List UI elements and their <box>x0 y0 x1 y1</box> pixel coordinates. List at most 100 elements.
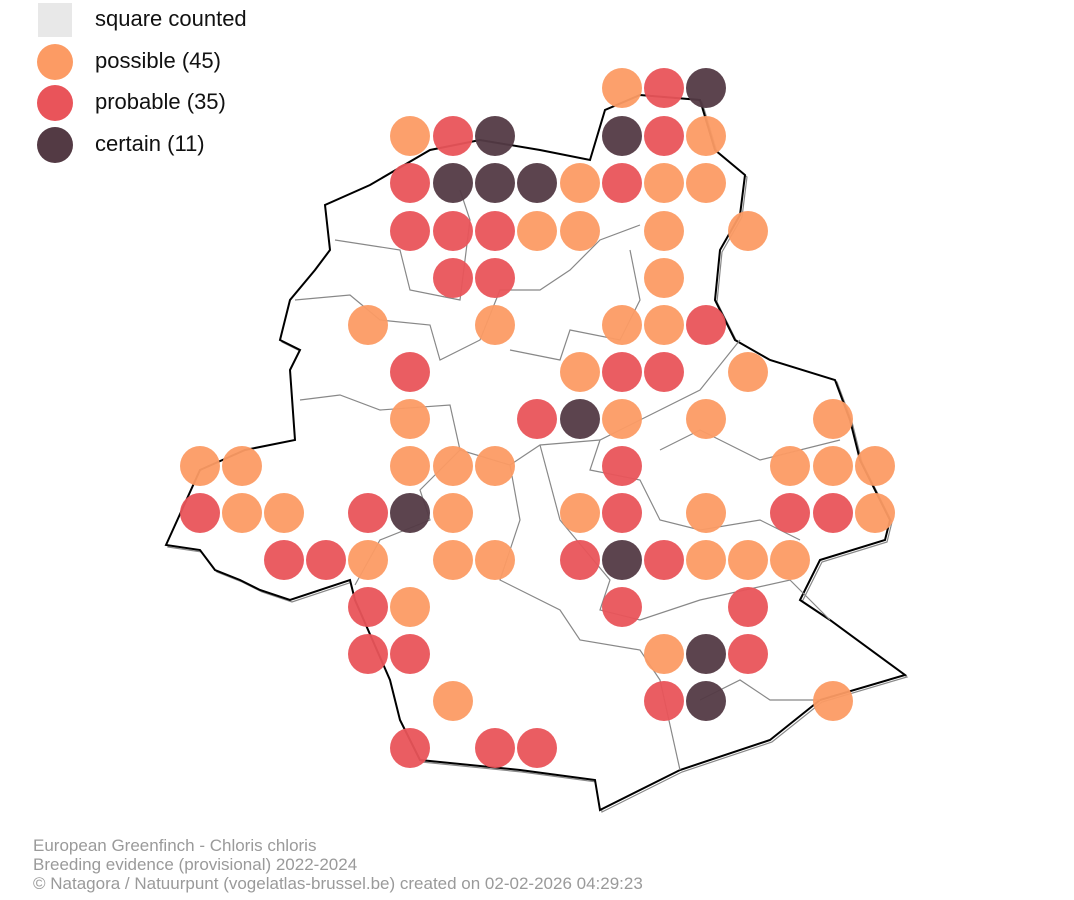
footer-line: European Greenfinch - Chloris chloris <box>33 836 316 855</box>
observation-dot <box>728 634 768 674</box>
observation-dot <box>560 352 600 392</box>
observation-dot <box>475 305 515 345</box>
observation-dot <box>686 399 726 439</box>
observation-dot <box>517 163 557 203</box>
region-outline <box>164 93 908 812</box>
observation-dot <box>517 728 557 768</box>
observation-dot <box>475 728 515 768</box>
observation-dot <box>602 587 642 627</box>
observation-dot <box>644 68 684 108</box>
observation-dot <box>770 540 810 580</box>
observation-dot <box>433 116 473 156</box>
observation-dot <box>602 352 642 392</box>
legend-label: probable (35) <box>95 89 226 114</box>
observation-dot <box>686 116 726 156</box>
observation-dot <box>813 493 853 533</box>
observation-dot <box>517 211 557 251</box>
observation-dot <box>348 493 388 533</box>
observation-dot <box>433 446 473 486</box>
observation-dot <box>686 163 726 203</box>
observation-dot <box>728 352 768 392</box>
observation-dot <box>433 681 473 721</box>
legend-swatch <box>37 127 73 163</box>
observation-dot <box>560 493 600 533</box>
observation-dot <box>222 493 262 533</box>
observation-dot <box>390 211 430 251</box>
legend-label: certain (11) <box>95 131 205 156</box>
observation-dot <box>644 352 684 392</box>
observation-dot <box>180 446 220 486</box>
region-map <box>164 93 909 813</box>
observation-dot <box>433 163 473 203</box>
legend-swatch <box>38 3 72 37</box>
observation-dot <box>306 540 346 580</box>
observation-dot <box>686 305 726 345</box>
observation-dot <box>390 446 430 486</box>
observation-dot <box>348 540 388 580</box>
observation-dot <box>686 68 726 108</box>
observation-dot <box>560 163 600 203</box>
legend-swatch <box>37 44 73 80</box>
observation-dot <box>644 540 684 580</box>
observation-dot <box>728 540 768 580</box>
observation-dot <box>390 587 430 627</box>
observation-dot <box>264 493 304 533</box>
observation-dot <box>560 399 600 439</box>
observation-dot <box>644 163 684 203</box>
observation-dot <box>644 681 684 721</box>
observation-dot <box>475 211 515 251</box>
observation-dot <box>813 446 853 486</box>
footer-line: Breeding evidence (provisional) 2022-202… <box>33 855 357 874</box>
observation-dot <box>390 493 430 533</box>
legend-label: square counted <box>95 6 247 31</box>
legend-label: possible (45) <box>95 48 221 73</box>
observation-dot <box>390 634 430 674</box>
observation-dot <box>644 634 684 674</box>
footer-line: © Natagora / Natuurpunt (vogelatlas-brus… <box>33 874 643 893</box>
observation-dot <box>390 728 430 768</box>
observation-dot <box>475 540 515 580</box>
observation-dot <box>560 540 600 580</box>
observation-dot <box>644 116 684 156</box>
observation-dot <box>602 116 642 156</box>
observation-dot <box>602 540 642 580</box>
observation-dot <box>433 258 473 298</box>
observation-dot <box>475 446 515 486</box>
observation-dot <box>475 258 515 298</box>
observation-dot <box>517 399 557 439</box>
observation-dot <box>728 587 768 627</box>
observation-dot <box>813 399 853 439</box>
observation-dot <box>222 446 262 486</box>
observation-dot <box>180 493 220 533</box>
observation-dot <box>475 116 515 156</box>
observation-dot <box>855 493 895 533</box>
observation-dot <box>433 211 473 251</box>
legend-swatch <box>37 85 73 121</box>
observation-dot <box>602 446 642 486</box>
observation-dot <box>813 681 853 721</box>
observation-dot <box>264 540 304 580</box>
observation-dot <box>686 493 726 533</box>
observation-dot <box>390 116 430 156</box>
observation-dot <box>433 540 473 580</box>
observation-dot <box>348 634 388 674</box>
observation-dot <box>770 493 810 533</box>
observation-dot <box>348 305 388 345</box>
observation-dot <box>686 634 726 674</box>
observation-dot <box>560 211 600 251</box>
observation-dot <box>770 446 810 486</box>
observation-dot <box>475 163 515 203</box>
observation-dot <box>602 68 642 108</box>
observation-dot <box>390 352 430 392</box>
observation-dots <box>180 68 895 768</box>
observation-dot <box>602 399 642 439</box>
observation-dot <box>602 305 642 345</box>
observation-dot <box>602 493 642 533</box>
observation-dot <box>728 211 768 251</box>
observation-dot <box>390 399 430 439</box>
observation-dot <box>602 163 642 203</box>
legend: square counted possible (45) probable (3… <box>37 3 247 163</box>
footer: European Greenfinch - Chloris chloris Br… <box>33 836 643 893</box>
observation-dot <box>855 446 895 486</box>
